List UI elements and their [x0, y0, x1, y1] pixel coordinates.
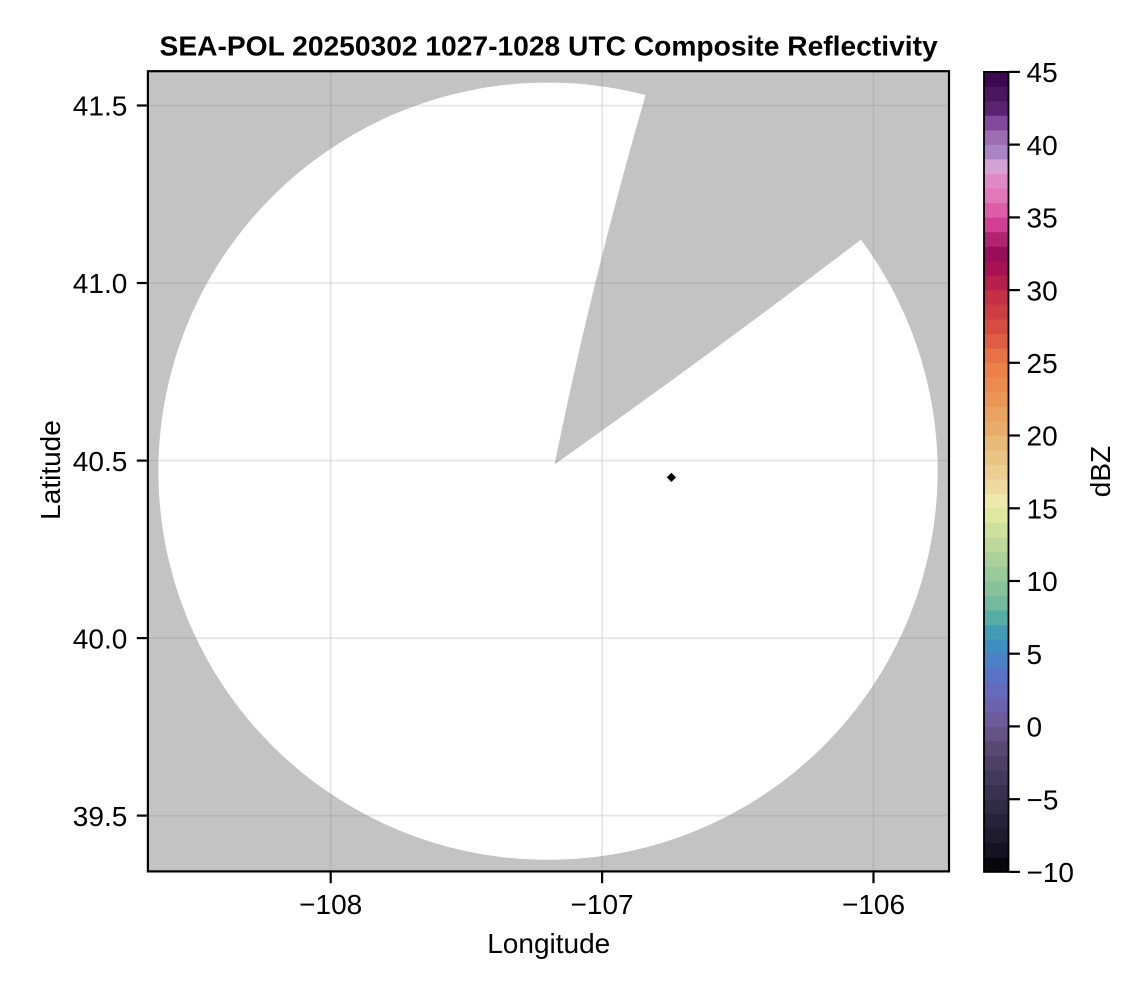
- svg-text:15: 15: [1027, 494, 1058, 525]
- svg-text:−5: −5: [1027, 784, 1059, 815]
- svg-text:−106: −106: [842, 889, 905, 920]
- svg-text:−107: −107: [571, 889, 634, 920]
- svg-text:−108: −108: [299, 889, 362, 920]
- svg-text:dBZ: dBZ: [1085, 446, 1116, 497]
- svg-text:41.5: 41.5: [73, 91, 128, 122]
- svg-text:10: 10: [1027, 566, 1058, 597]
- svg-text:30: 30: [1027, 275, 1058, 306]
- svg-text:35: 35: [1027, 203, 1058, 234]
- svg-text:39.5: 39.5: [73, 801, 128, 832]
- svg-text:40.0: 40.0: [73, 623, 128, 654]
- svg-text:SEA-POL 20250302 1027-1028 UTC: SEA-POL 20250302 1027-1028 UTC Composite…: [160, 29, 938, 61]
- svg-text:5: 5: [1027, 639, 1043, 670]
- svg-text:40.5: 40.5: [73, 446, 128, 477]
- svg-text:20: 20: [1027, 421, 1058, 452]
- svg-text:25: 25: [1027, 348, 1058, 379]
- svg-text:0: 0: [1027, 712, 1043, 743]
- svg-text:41.0: 41.0: [73, 268, 128, 299]
- svg-text:40: 40: [1027, 130, 1058, 161]
- svg-text:−10: −10: [1027, 857, 1075, 888]
- svg-text:45: 45: [1027, 57, 1058, 88]
- svg-text:Latitude: Latitude: [35, 420, 66, 520]
- svg-text:Longitude: Longitude: [487, 928, 610, 959]
